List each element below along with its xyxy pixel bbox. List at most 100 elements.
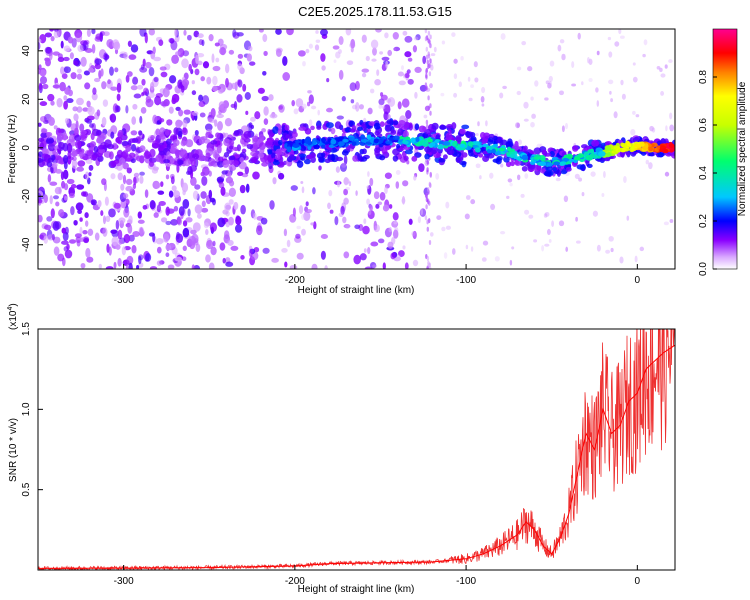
spectrogram-blob (531, 113, 536, 119)
snr-x-label: Height of straight line (km) (298, 584, 415, 595)
spectrogram-blob (545, 165, 553, 172)
spectrogram-blob (404, 35, 413, 43)
spectrogram-blob (154, 182, 161, 189)
spectrogram-blob (402, 30, 408, 36)
spectrogram-blob (132, 103, 138, 110)
spectrogram-blob (664, 64, 668, 69)
colorbar-ticks: 0.0 0.2 0.4 0.6 0.8 (698, 70, 717, 276)
spectrogram-blob (398, 80, 406, 86)
spectrogram-blob (644, 143, 649, 149)
spectrogram-blob (83, 237, 89, 244)
spectrogram-blob (234, 224, 243, 233)
spectrogram-blob (500, 33, 506, 40)
spectrogram-blob (361, 68, 370, 73)
spectrogram-blob (581, 81, 584, 86)
spectrogram-blob (425, 204, 428, 210)
spectrogram-blob (338, 36, 344, 45)
spectrogram-blob (173, 139, 180, 147)
spectrogram-blob (108, 151, 114, 160)
spectrogram-blob (78, 151, 86, 158)
spectrogram-blob (340, 163, 347, 172)
spectrogram-blob (129, 152, 136, 158)
spectrogram-blob (208, 34, 214, 42)
spectrogram-blob (521, 41, 527, 46)
spectrogram-blob (343, 197, 349, 205)
spectrogram-blob (128, 54, 137, 60)
spectrogram-blob (397, 71, 404, 77)
spectrogram-blob (62, 142, 69, 152)
spectrogram-blob (125, 178, 133, 186)
spectrogram-blob (633, 144, 642, 148)
spectrogram-blob (180, 84, 185, 93)
spectrogram-blob (170, 218, 179, 226)
spectrogram-blob (116, 93, 121, 102)
spectrogram-blob (72, 106, 78, 112)
spectrogram-blob (110, 160, 117, 168)
colorbar-tick-label: 0.2 (698, 214, 709, 228)
spectrogram-blob (357, 153, 363, 161)
spectrogram-blob (415, 34, 421, 41)
spectrogram-blob (426, 159, 429, 165)
spectrogram-blob (510, 160, 515, 167)
spectrogram-blob (182, 245, 187, 252)
spectrogram-blob (665, 125, 668, 132)
spectrogram-blob (233, 201, 239, 210)
spectrogram-blob (126, 255, 134, 265)
spectrogram-blob (596, 244, 601, 252)
spectrogram-blob (467, 141, 474, 147)
spectrogram-blob (262, 70, 267, 76)
spectrogram-blob (61, 240, 69, 245)
spectrogram-blob (393, 120, 399, 126)
spectrogram-blob (306, 101, 311, 107)
spectrogram-blob (190, 157, 196, 167)
spectrogram-blob (172, 190, 181, 198)
spectrogram-blob (38, 68, 41, 75)
spectrogram-blob (145, 253, 152, 262)
spectrogram-blob (296, 225, 301, 230)
spectrogram-blob (301, 228, 306, 236)
spectrogram-blob (269, 200, 275, 210)
spectrogram-blob (321, 65, 326, 71)
spectrogram-blob (426, 256, 430, 261)
spectrogram-blob (648, 162, 653, 170)
spectrogram-blob (304, 128, 312, 135)
spectrogram-blob (63, 196, 68, 201)
spectrogram-blob (378, 104, 383, 109)
spectrogram-blob (430, 53, 436, 57)
spectrogram-blob (228, 139, 235, 146)
spectrogram-blob (362, 148, 367, 155)
spectrogram-blob (632, 62, 636, 66)
spectrogram-blob (133, 93, 142, 99)
spectrogram-blob (524, 209, 530, 215)
spectrogram-blob (404, 73, 410, 79)
spectrogram-blob (110, 86, 118, 91)
spectrogram-blob (460, 55, 464, 61)
spectrogram-blob (414, 66, 422, 74)
spectrogram-blob (162, 87, 170, 98)
spectrogram-blob (96, 109, 101, 117)
spectrogram-blob (395, 170, 401, 175)
spectrogram-blob (176, 217, 182, 226)
spectrogram-blob (401, 98, 410, 108)
spectrogram-blob (217, 156, 224, 162)
spectrogram-blob (212, 85, 218, 92)
spectrogram-blob (112, 39, 120, 49)
spectrogram-blob (307, 90, 312, 94)
spectrogram-blob (248, 61, 256, 66)
spectrogram-blob (130, 85, 138, 91)
spectrogram-blob (351, 39, 355, 46)
spectrogram-blob (92, 87, 97, 95)
spectrogram-blob (443, 141, 451, 146)
spectrogram-blob (465, 195, 471, 200)
spectrogram-blob (411, 155, 418, 162)
spectrogram-blob (455, 156, 461, 163)
x-tick-label: -200 (285, 275, 305, 286)
spectrogram-blob (278, 104, 285, 113)
x-tick-label: -300 (114, 275, 134, 286)
spectrogram-blob (430, 64, 434, 71)
spectrogram-blob (387, 241, 394, 249)
spectrogram-blob (523, 118, 529, 122)
spectrogram-blob (86, 256, 94, 263)
spectrogram-blob (244, 92, 251, 100)
colorbar-tick-label: 0.6 (698, 118, 709, 132)
